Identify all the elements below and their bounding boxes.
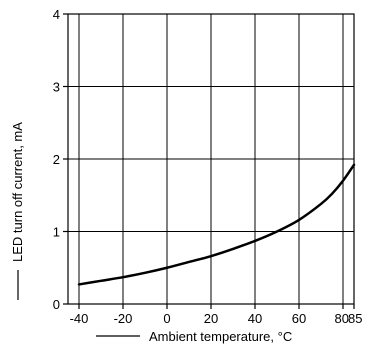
series-line [77,163,356,286]
x-tick-label: -40 [70,311,89,326]
y-tick-label: 4 [53,7,60,22]
x-tick-label: 85 [348,311,362,326]
x-tick-label: 60 [292,311,306,326]
y-tick-label: 1 [53,225,60,240]
y-tick-label: 3 [53,80,60,95]
y-tick-label: 0 [53,297,60,312]
x-tick-label: 20 [204,311,218,326]
y-tick-label: 2 [53,152,60,167]
x-ticks: -40 -20 0 20 40 60 80 85 [70,304,362,326]
grid [68,14,354,304]
x-tick-label: 40 [248,311,262,326]
x-tick-label: -20 [114,311,133,326]
x-tick-label: 0 [163,311,170,326]
y-axis-title: LED turn off current, mA [10,122,25,262]
y-ticks: 0 1 2 3 4 [53,7,68,312]
x-axis-title: Ambient temperature, °C [149,329,292,344]
x-tick-label: 80 [335,311,349,326]
y-axis-title-group: LED turn off current, mA [10,122,25,300]
